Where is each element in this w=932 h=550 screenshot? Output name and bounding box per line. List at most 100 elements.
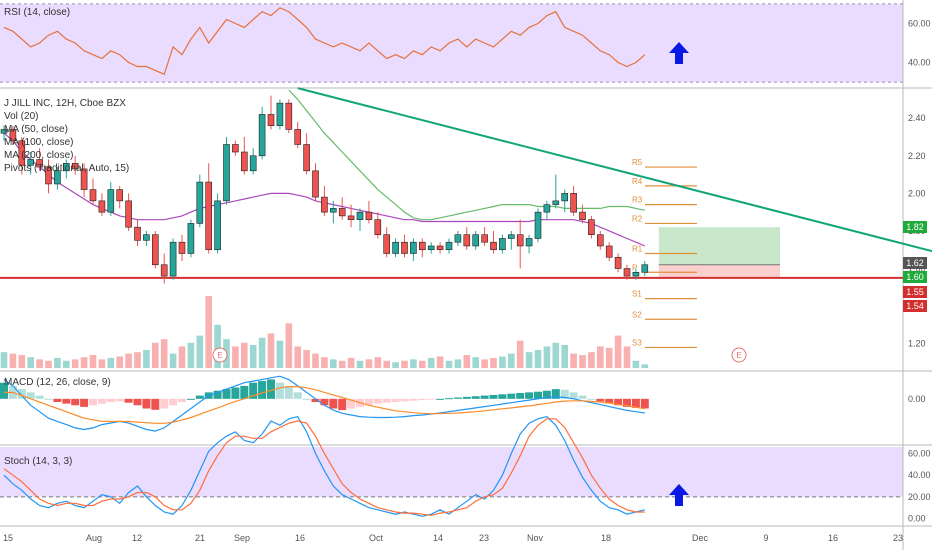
chart-marks: R5 R4 R3 R2 R1 P S1 S2 S3 E E [0, 7, 932, 517]
macd-histogram-bar [453, 397, 462, 399]
price-badge-support: 1.55 [903, 286, 927, 298]
macd-histogram-bar [26, 392, 35, 399]
macd-histogram-bar [124, 398, 133, 403]
volume-bar [588, 352, 595, 368]
macd-histogram-bar [160, 398, 169, 409]
macd-histogram-bar [178, 398, 186, 403]
candle-body [552, 200, 560, 205]
macd-histogram-bar [320, 398, 329, 406]
macd-histogram-bar [480, 395, 489, 399]
pivot-label: R5 [632, 158, 643, 167]
volume-bar [303, 350, 310, 368]
macd-signal-line [4, 386, 645, 424]
chart-title: J JILL INC, 12H, Cboe BZX [4, 98, 126, 109]
ma100-label: MA (100, close) [4, 137, 74, 148]
stoch-d-line [3, 418, 645, 516]
pane-backgrounds [0, 3, 903, 497]
volume-bar [276, 340, 284, 368]
x-tick-label: 16 [295, 533, 305, 543]
macd-histogram-bar [0, 382, 8, 399]
macd-histogram-bar [507, 393, 516, 399]
macd-histogram-bar [569, 392, 578, 399]
volume-bar [427, 357, 435, 368]
volume-bar [89, 355, 97, 368]
volume-bar [641, 364, 649, 368]
candle-body [525, 238, 533, 247]
macd-histogram-bar [106, 398, 115, 403]
earnings-marker [212, 347, 228, 363]
macd-histogram-bar [240, 385, 249, 399]
stoch-label: Stoch (14, 3, 3) [4, 456, 73, 467]
macd-histogram-bar [525, 392, 534, 399]
macd-histogram-bar [498, 394, 507, 399]
volume-bar [419, 360, 426, 368]
macd-histogram-bar [284, 385, 293, 399]
macd-histogram-bar [35, 395, 44, 399]
volume-bar [463, 355, 471, 368]
volume-bar [214, 324, 221, 368]
candle-body [285, 102, 293, 130]
earnings-marker [731, 347, 747, 363]
x-tick-label: 18 [601, 533, 611, 543]
candle-body [605, 245, 613, 258]
price-tick-label: 2.40 [908, 113, 926, 123]
candle-body [641, 264, 649, 273]
pivot-label: R2 [632, 214, 643, 223]
candle-body [534, 211, 542, 239]
macd-label: MACD (12, 26, close, 9) [4, 377, 111, 388]
candle-body [356, 211, 364, 220]
candle-body [454, 234, 462, 243]
macd-histogram-bar [347, 398, 356, 409]
pivot-label: S2 [632, 310, 642, 319]
x-tick-label: 16 [828, 533, 838, 543]
x-tick-label: Dec [692, 533, 709, 543]
price-tick-label: 1.20 [908, 339, 926, 349]
volume-bar [125, 353, 132, 368]
profit-target-zone [658, 227, 780, 265]
pivot-label: S1 [632, 290, 642, 299]
candle-body [169, 241, 177, 277]
candle-body [258, 114, 266, 157]
pivot-label: R3 [632, 196, 643, 205]
volume-bar [401, 360, 408, 368]
earnings-marker-label: E [217, 351, 222, 360]
candle-body [472, 234, 480, 247]
candle-body [36, 159, 43, 168]
candle-body [365, 211, 373, 220]
volume-bar [241, 342, 248, 368]
volume-bar [383, 360, 390, 368]
volume-bar [597, 346, 604, 368]
pivot-label: P [632, 263, 637, 272]
x-tick-label: Nov [527, 533, 544, 543]
price-badge-last: 1.60 [903, 271, 927, 283]
volume-bar [187, 342, 195, 368]
volume-bar [605, 347, 613, 368]
macd-histogram-bar [293, 392, 302, 399]
volume-bar [454, 359, 462, 368]
volume-bar [365, 359, 373, 368]
volume-bar [45, 360, 52, 368]
macd-histogram-bar [302, 398, 311, 400]
macd-histogram-bar [17, 389, 26, 399]
volume-bar [294, 346, 301, 368]
pivots-label: Pivots (Traditional, Auto, 15) [4, 163, 130, 174]
candle-body [436, 245, 444, 251]
candle-body [134, 226, 141, 241]
arrow-up-icon [669, 42, 689, 64]
x-tick-label: 15 [3, 533, 13, 543]
macd-tick-label: 0.00 [908, 394, 926, 404]
candle-body [232, 144, 239, 153]
x-tick-label: Sep [234, 533, 250, 543]
price-badge-target: 1.82 [903, 221, 927, 233]
macd-histogram-bar [195, 395, 204, 399]
candle-body [214, 200, 221, 251]
candle-body [321, 196, 328, 213]
volume-bar [107, 357, 115, 368]
macd-histogram-bar [80, 398, 89, 407]
macd-histogram-bar [534, 391, 542, 399]
macd-histogram-bar [329, 398, 338, 409]
rsi-line [3, 7, 646, 76]
candle-body [383, 234, 391, 254]
macd-histogram-bar [560, 389, 569, 399]
